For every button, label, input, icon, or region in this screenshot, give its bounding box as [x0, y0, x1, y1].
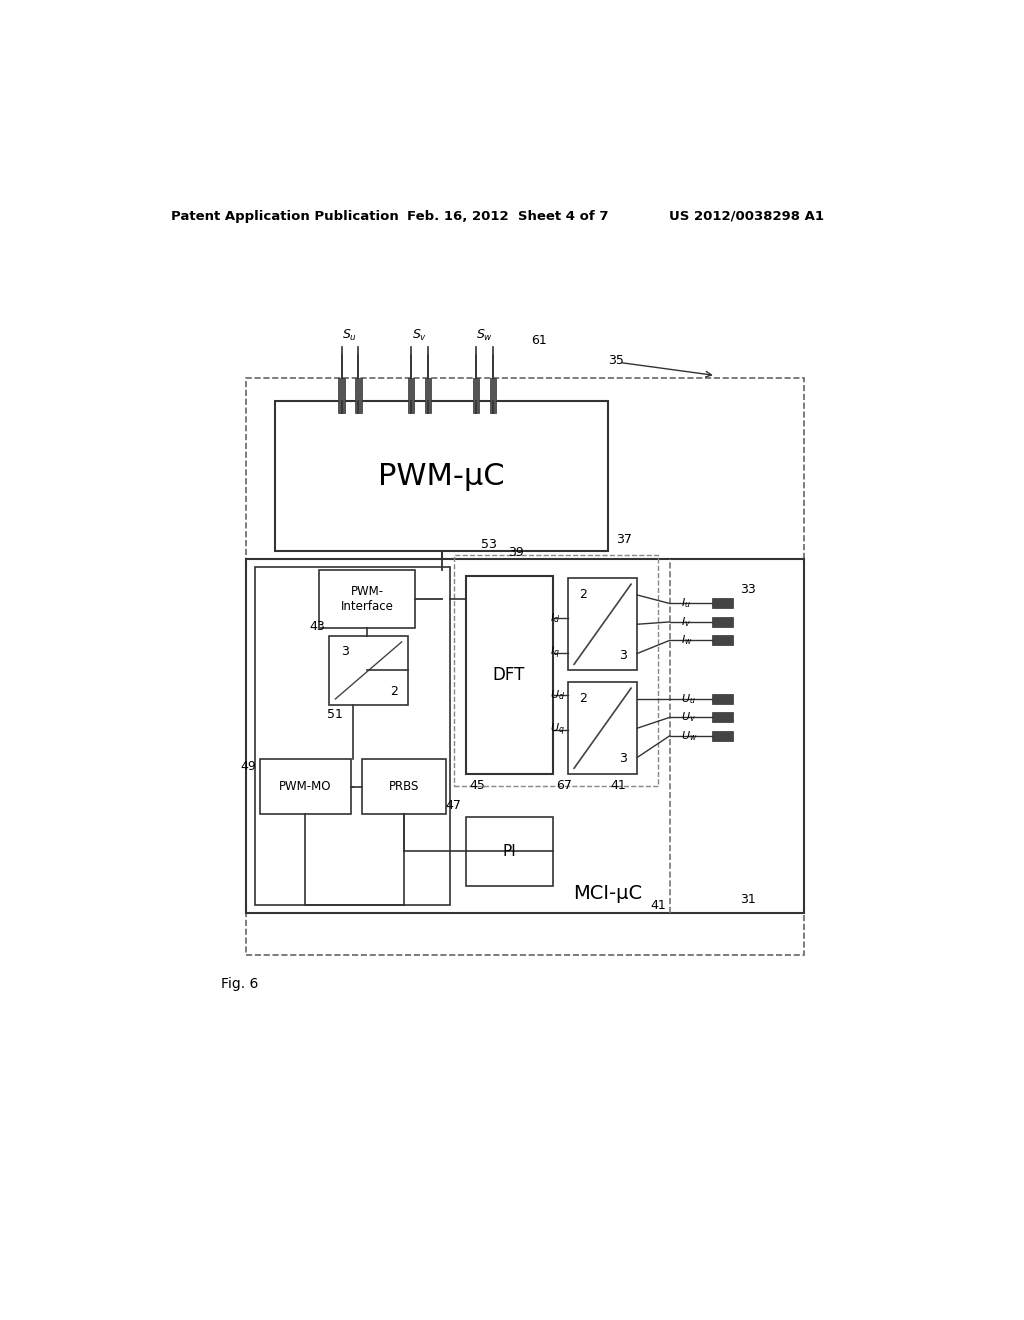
Bar	[260, 759, 351, 814]
Text: $I_u$: $I_u$	[681, 597, 691, 610]
Text: MCI-μC: MCI-μC	[573, 884, 642, 903]
Bar	[466, 817, 553, 886]
Text: $I_w$: $I_w$	[681, 634, 692, 647]
Bar	[712, 616, 733, 627]
Bar	[490, 378, 497, 412]
Text: 41: 41	[610, 779, 626, 792]
Bar	[355, 378, 361, 412]
Text: 33: 33	[739, 583, 756, 597]
Text: 2: 2	[390, 685, 398, 698]
Text: $I_q$: $I_q$	[550, 644, 560, 661]
Bar	[568, 578, 637, 671]
Text: 31: 31	[739, 892, 756, 906]
Text: 43: 43	[309, 620, 326, 634]
Text: 3: 3	[341, 644, 348, 657]
Text: $U_d$: $U_d$	[550, 688, 565, 702]
Text: $S_u$: $S_u$	[342, 327, 357, 343]
Text: 3: 3	[620, 752, 628, 766]
Bar	[255, 566, 451, 906]
Bar	[473, 378, 479, 412]
Text: PWM-MO: PWM-MO	[280, 780, 332, 793]
Text: 53: 53	[480, 537, 497, 550]
Bar	[408, 378, 414, 412]
Bar	[712, 730, 733, 741]
Bar	[712, 693, 733, 704]
Text: $S_v$: $S_v$	[412, 327, 427, 343]
Text: $I_v$: $I_v$	[681, 615, 691, 628]
Text: 47: 47	[445, 800, 462, 813]
Text: 35: 35	[607, 354, 624, 367]
Text: 49: 49	[241, 760, 256, 774]
Text: $U_w$: $U_w$	[681, 729, 697, 743]
Text: US 2012/0038298 A1: US 2012/0038298 A1	[669, 210, 824, 223]
Text: DFT: DFT	[493, 667, 525, 684]
Text: PI: PI	[502, 843, 516, 859]
Bar	[275, 401, 608, 552]
Text: 39: 39	[508, 546, 523, 560]
Bar	[712, 711, 733, 722]
Text: $U_q$: $U_q$	[550, 722, 565, 738]
Bar	[330, 636, 408, 705]
Bar	[712, 598, 733, 609]
Text: Interface: Interface	[341, 601, 394, 614]
Text: 67: 67	[556, 779, 572, 792]
Text: PWM-μC: PWM-μC	[378, 462, 505, 491]
Text: PRBS: PRBS	[389, 780, 419, 793]
Text: $U_u$: $U_u$	[681, 692, 696, 706]
Text: $U_v$: $U_v$	[681, 710, 696, 725]
Text: Feb. 16, 2012  Sheet 4 of 7: Feb. 16, 2012 Sheet 4 of 7	[408, 210, 608, 223]
Bar	[361, 759, 446, 814]
Text: 41: 41	[650, 899, 666, 912]
Bar	[246, 378, 804, 956]
Bar	[319, 570, 416, 628]
Bar	[712, 635, 733, 645]
Bar	[246, 558, 804, 913]
Text: 45: 45	[469, 779, 485, 792]
Bar	[425, 378, 431, 412]
Text: 61: 61	[531, 334, 547, 347]
Text: Fig. 6: Fig. 6	[221, 977, 259, 991]
Text: 3: 3	[620, 648, 628, 661]
Text: 2: 2	[580, 693, 587, 705]
Bar	[568, 682, 637, 775]
Text: $S_w$: $S_w$	[476, 327, 494, 343]
Text: $I_d$: $I_d$	[550, 611, 560, 624]
Bar	[339, 378, 345, 412]
Text: 37: 37	[615, 533, 632, 546]
Text: Patent Application Publication: Patent Application Publication	[171, 210, 398, 223]
Text: 2: 2	[580, 589, 587, 602]
Bar	[466, 576, 553, 775]
Text: 51: 51	[328, 708, 343, 721]
Bar	[454, 554, 658, 785]
Text: PWM-: PWM-	[351, 585, 384, 598]
